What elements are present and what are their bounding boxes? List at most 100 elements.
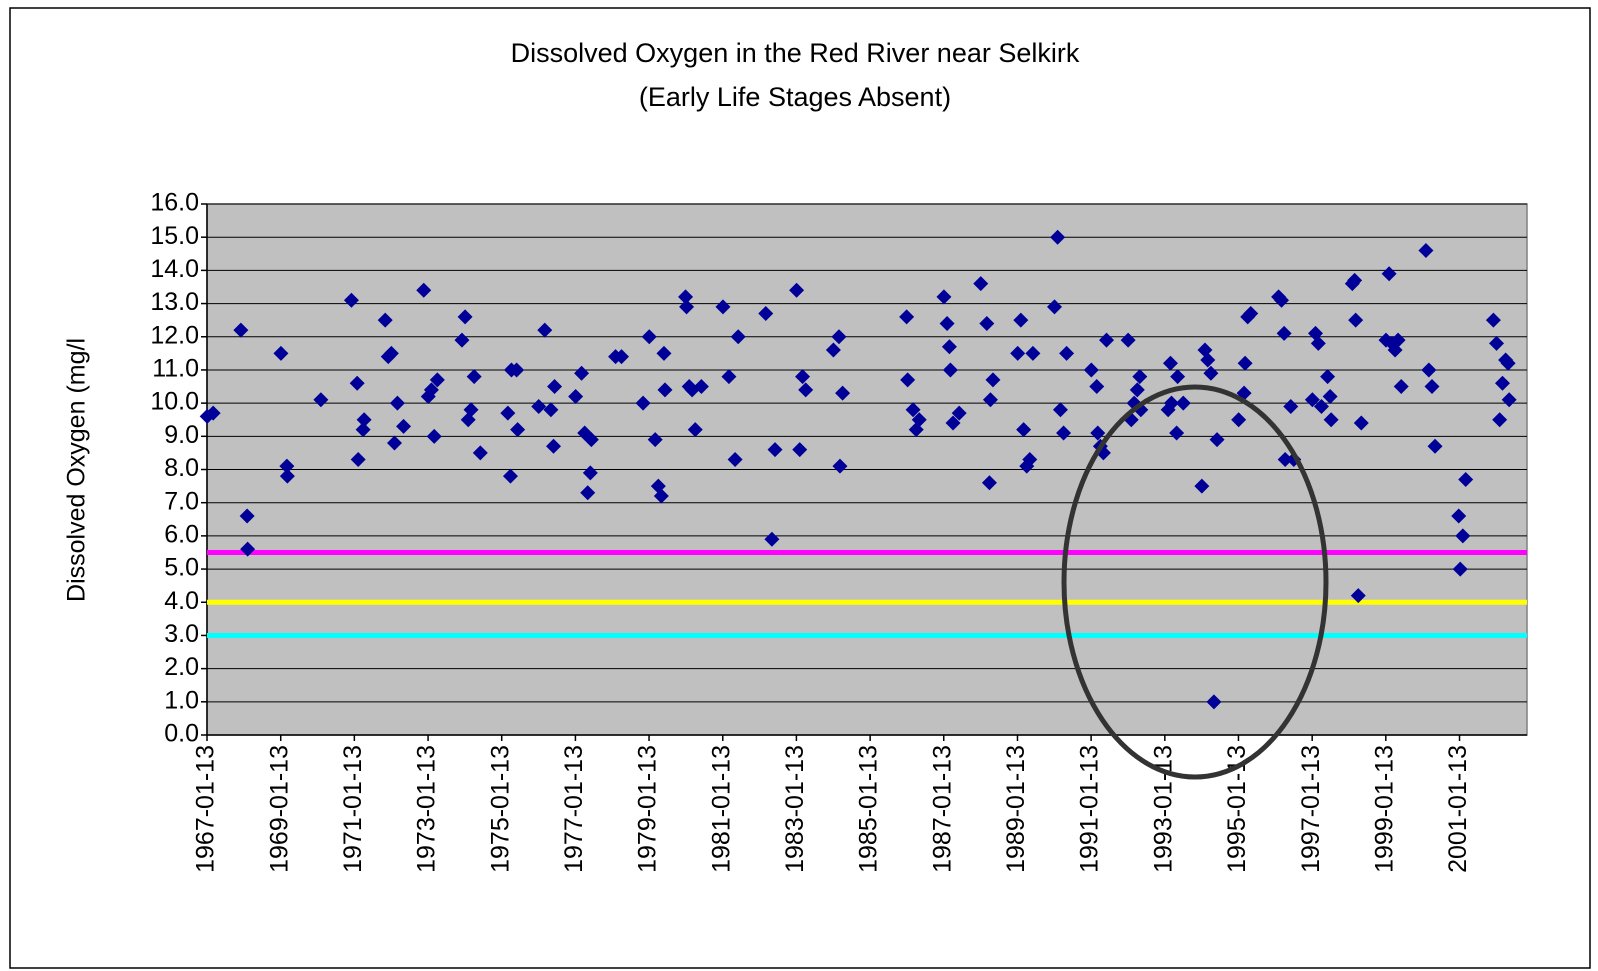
data-point [614, 349, 630, 365]
data-point [798, 382, 814, 398]
data-point [279, 468, 295, 484]
y-axis-label: Dissolved Oxygen (mg/l [63, 338, 91, 602]
data-point [1350, 588, 1366, 604]
data-point [657, 382, 673, 398]
data-point [1348, 312, 1364, 328]
x-tick-label: 1967-01-13 [192, 745, 220, 873]
data-point [537, 322, 553, 338]
data-point [795, 369, 811, 385]
data-point [1231, 412, 1247, 428]
data-point [727, 452, 743, 468]
data-point [831, 329, 847, 345]
data-point [429, 372, 445, 388]
data-point [835, 385, 851, 401]
data-point [941, 339, 957, 355]
data-point [1175, 395, 1191, 411]
x-tick-label: 1985-01-13 [855, 745, 883, 873]
y-tick-label: 16.0 [150, 189, 199, 217]
data-point [454, 332, 470, 348]
data-point [574, 365, 590, 381]
data-point [1129, 382, 1145, 398]
chart-subtitle: (Early Life Stages Absent) [639, 82, 951, 112]
x-tick-label: 1979-01-13 [634, 745, 662, 873]
data-point [1452, 561, 1468, 577]
data-point [466, 369, 482, 385]
y-tick-label: 12.0 [150, 321, 199, 349]
data-point [678, 289, 694, 305]
data-point [582, 465, 598, 481]
y-tick-label: 0.0 [164, 720, 199, 748]
data-point [1390, 332, 1406, 348]
data-point [1455, 528, 1471, 544]
data-point [531, 398, 547, 414]
data-point [1170, 369, 1186, 385]
data-point [1243, 306, 1259, 322]
data-point [679, 299, 695, 315]
data-point [1194, 478, 1210, 494]
data-point [1492, 412, 1508, 428]
data-point [233, 322, 249, 338]
data-point [635, 395, 651, 411]
data-point [502, 468, 518, 484]
x-tick-label: 1971-01-13 [339, 745, 367, 873]
data-point [1132, 369, 1148, 385]
data-point [792, 442, 808, 458]
data-point [240, 541, 256, 557]
data-point [899, 309, 915, 325]
x-tick-label: 1977-01-13 [560, 745, 588, 873]
data-point [426, 428, 442, 444]
data-point [905, 402, 921, 418]
data-point [1458, 471, 1474, 487]
data-point [386, 435, 402, 451]
data-point [1083, 362, 1099, 378]
data-point [721, 369, 737, 385]
data-point [313, 392, 329, 408]
data-point [767, 442, 783, 458]
data-point [832, 458, 848, 474]
data-point [568, 388, 584, 404]
x-tick-label: 1989-01-13 [1002, 745, 1030, 873]
x-tick-label: 1999-01-13 [1370, 745, 1398, 873]
data-point [273, 345, 289, 361]
data-point [1427, 438, 1443, 454]
data-point [463, 402, 479, 418]
data-point [1010, 345, 1026, 361]
data-point [653, 488, 669, 504]
y-tick-label: 14.0 [150, 255, 199, 283]
data-point [377, 312, 393, 328]
chart-frame [9, 7, 1591, 969]
x-tick-label: 1993-01-13 [1149, 745, 1177, 873]
data-point [945, 415, 961, 431]
data-point [510, 422, 526, 438]
data-point [911, 412, 927, 428]
data-point [1310, 335, 1326, 351]
x-tick-label: 1973-01-13 [413, 745, 441, 873]
data-point [1209, 432, 1225, 448]
data-point [1500, 355, 1516, 371]
data-point [1277, 452, 1293, 468]
y-tick-label: 1.0 [164, 686, 199, 714]
y-tick-label: 3.0 [164, 620, 199, 648]
data-point [715, 299, 731, 315]
data-point [1237, 355, 1253, 371]
data-point [1283, 398, 1299, 414]
y-tick-label: 13.0 [150, 288, 199, 316]
data-point [423, 382, 439, 398]
data-point [1056, 425, 1072, 441]
data-point [764, 531, 780, 547]
data-point [1353, 415, 1369, 431]
data-point [546, 438, 562, 454]
data-point [1013, 312, 1029, 328]
y-tick-label: 10.0 [150, 388, 199, 416]
data-point [1022, 452, 1038, 468]
data-point [1046, 299, 1062, 315]
highlight-ellipse [1061, 384, 1329, 780]
data-point [205, 405, 221, 421]
data-point [641, 329, 657, 345]
data-point [1418, 242, 1434, 258]
data-point [1206, 694, 1222, 710]
data-point [1323, 412, 1339, 428]
data-point [1485, 312, 1501, 328]
